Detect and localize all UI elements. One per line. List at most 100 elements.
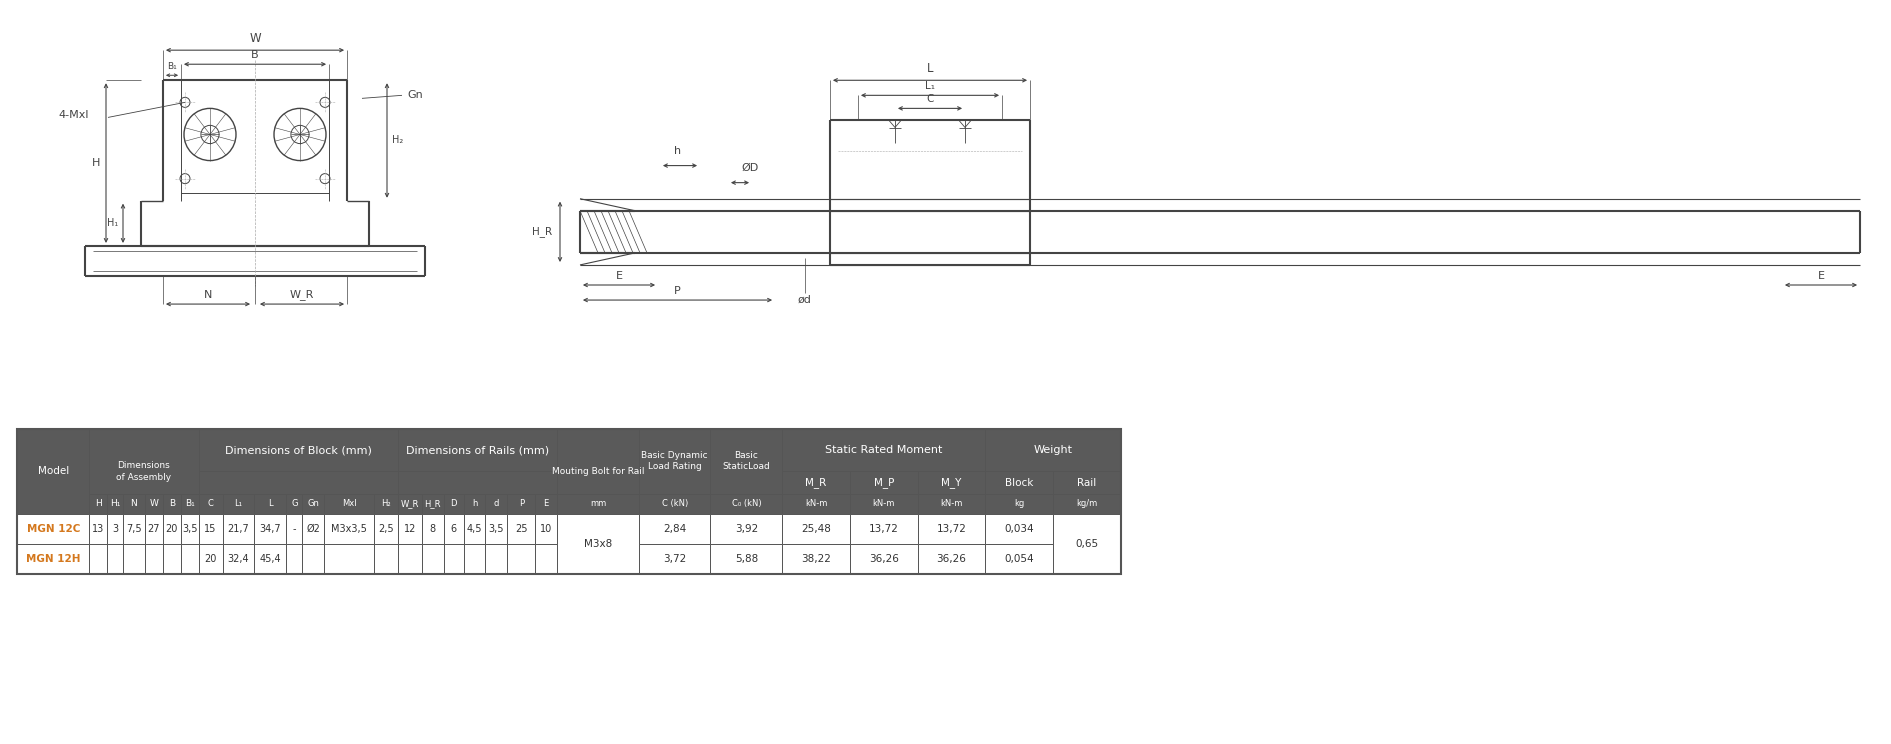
Bar [985,472,1053,493]
Text: 10: 10 [541,524,552,534]
Text: H: H [91,158,100,168]
Text: B: B [252,50,259,60]
Bar [558,429,639,514]
Text: MGN 12C: MGN 12C [26,524,79,534]
Bar [917,472,985,493]
Text: 8: 8 [429,524,435,534]
Bar [535,514,558,544]
Bar [163,514,182,544]
Text: 15: 15 [204,524,217,534]
Bar [146,493,163,514]
Bar [444,544,463,574]
Text: Dimensions of Block (mm): Dimensions of Block (mm) [225,446,373,455]
Text: B: B [168,499,174,508]
Bar [535,544,558,574]
Text: N: N [204,290,212,300]
Bar [849,493,917,514]
Text: -: - [293,524,297,534]
Text: Static Rated Moment: Static Rated Moment [824,446,942,455]
Text: 0,034: 0,034 [1004,524,1034,534]
Bar [397,544,422,574]
Bar [182,514,199,544]
Bar [146,514,163,544]
Bar [163,493,182,514]
Text: M_R: M_R [806,477,826,488]
Text: mm: mm [590,499,607,508]
Bar [108,493,123,514]
Text: 27: 27 [147,524,161,534]
Bar [486,514,507,544]
Bar [444,493,463,514]
Bar [711,429,783,493]
Text: N: N [130,499,138,508]
Bar [639,544,711,574]
Text: Model: Model [38,466,68,476]
Text: H₂: H₂ [391,135,403,146]
Bar [507,544,535,574]
Text: H_R: H_R [531,226,552,237]
Text: Gn: Gn [407,90,424,100]
Bar [108,544,123,574]
Text: D: D [450,499,458,508]
Bar [639,514,711,544]
Bar [303,514,323,544]
Text: kN-m: kN-m [806,499,826,508]
Bar [1053,472,1121,493]
Bar [711,493,783,514]
Text: ØD: ØD [741,163,758,173]
Bar [303,544,323,574]
Text: Block: Block [1004,478,1032,487]
Bar [783,493,849,514]
Bar [507,514,535,544]
Bar [783,514,849,544]
Bar [199,493,223,514]
Bar [323,493,374,514]
Bar [89,429,199,514]
Bar [286,514,303,544]
Text: h: h [675,146,681,155]
Text: H₁: H₁ [110,499,121,508]
Text: 38,22: 38,22 [802,554,830,564]
Bar [17,429,89,514]
Text: 4-Mxl: 4-Mxl [59,110,89,121]
Text: W: W [250,32,261,45]
Text: H_R: H_R [424,499,441,508]
Bar [17,429,1121,574]
Text: 12: 12 [403,524,416,534]
Bar [397,493,422,514]
Text: M3x3,5: M3x3,5 [331,524,367,534]
Text: Basic Dynamic
Load Rating: Basic Dynamic Load Rating [641,452,707,472]
Bar [422,514,444,544]
Text: P: P [673,286,681,296]
Text: Gn: Gn [306,499,320,508]
Text: 7,5: 7,5 [127,524,142,534]
Bar [323,514,374,544]
Bar [123,544,146,574]
Text: H: H [95,499,102,508]
Text: E: E [615,271,622,281]
Bar [89,514,108,544]
Text: C (kN): C (kN) [662,499,688,508]
Bar [89,493,108,514]
Bar [444,514,463,544]
Text: 2,84: 2,84 [664,524,686,534]
Text: L₁: L₁ [925,81,934,92]
Text: 21,7: 21,7 [227,524,250,534]
Bar [255,544,286,574]
Bar [917,544,985,574]
Text: Ø2: Ø2 [306,524,320,534]
Bar [849,514,917,544]
Bar [123,514,146,544]
Bar [182,493,199,514]
Bar [486,493,507,514]
Text: C: C [927,94,934,104]
Text: W: W [149,499,159,508]
Bar [639,493,711,514]
Bar [535,493,558,514]
Bar [223,544,255,574]
Text: d: d [494,499,499,508]
Text: 25: 25 [514,524,528,534]
Bar [711,514,783,544]
Bar [985,493,1053,514]
Bar [89,544,108,574]
